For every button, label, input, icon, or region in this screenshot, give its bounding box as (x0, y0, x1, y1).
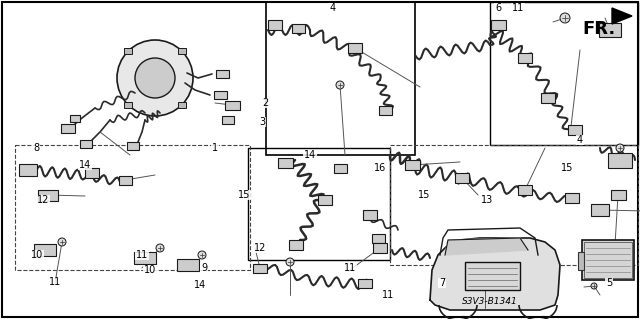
Circle shape (135, 58, 175, 98)
Bar (178, 48, 186, 54)
Circle shape (591, 283, 597, 289)
Text: 5: 5 (606, 278, 612, 288)
Text: 10: 10 (144, 265, 156, 275)
Circle shape (58, 238, 66, 246)
Bar (278, 158, 292, 168)
Bar (318, 195, 332, 205)
Bar (541, 93, 555, 103)
Text: 11: 11 (49, 277, 61, 287)
Circle shape (560, 13, 570, 23)
Bar (216, 70, 228, 78)
Bar (134, 252, 156, 264)
Circle shape (336, 81, 344, 89)
Bar (565, 193, 579, 203)
Bar (608, 152, 632, 167)
Text: 9: 9 (201, 263, 207, 273)
Circle shape (286, 258, 294, 266)
Circle shape (117, 40, 193, 116)
Text: 11: 11 (382, 290, 394, 300)
Bar (118, 175, 131, 184)
Bar (124, 48, 132, 54)
Bar (568, 125, 582, 135)
Bar (178, 102, 186, 108)
Bar (127, 142, 139, 150)
Bar (518, 185, 532, 195)
Bar (225, 100, 239, 109)
Bar (582, 240, 634, 280)
Circle shape (616, 144, 624, 152)
Text: 7: 7 (439, 278, 445, 288)
Bar (214, 91, 227, 99)
Text: 4: 4 (330, 3, 336, 13)
Bar (490, 20, 506, 30)
Polygon shape (430, 238, 560, 310)
Text: 14: 14 (304, 150, 316, 160)
Bar (248, 148, 390, 260)
Text: 14: 14 (79, 160, 91, 170)
Text: 12: 12 (37, 195, 49, 205)
Bar (177, 259, 199, 271)
Bar (333, 164, 346, 173)
Text: 15: 15 (418, 190, 430, 200)
Bar (268, 20, 282, 30)
Bar (80, 140, 92, 148)
Bar (518, 53, 532, 63)
Bar (124, 102, 132, 108)
Circle shape (198, 251, 206, 259)
Text: 14: 14 (194, 280, 206, 290)
Bar (222, 116, 234, 124)
Bar (490, 2, 638, 145)
Text: 15: 15 (561, 163, 573, 173)
Bar (584, 242, 632, 278)
Bar (455, 173, 469, 183)
Text: 11: 11 (136, 250, 148, 260)
Bar (404, 160, 419, 170)
Bar (266, 2, 415, 155)
Bar (289, 240, 303, 250)
Text: FR.: FR. (582, 20, 615, 38)
Text: S3V3-B1341: S3V3-B1341 (462, 298, 518, 307)
Bar (611, 190, 625, 200)
Text: 13: 13 (481, 195, 493, 205)
Polygon shape (445, 238, 528, 255)
Bar (19, 164, 37, 176)
Text: 11: 11 (344, 263, 356, 273)
Text: 2: 2 (262, 98, 268, 108)
Text: 6: 6 (495, 3, 501, 13)
Text: 11: 11 (512, 3, 524, 13)
Bar (70, 115, 80, 122)
Bar (599, 23, 621, 37)
Bar (578, 252, 584, 270)
Bar (591, 204, 609, 216)
Text: 4: 4 (577, 135, 583, 145)
Polygon shape (612, 8, 632, 24)
Bar (38, 189, 58, 201)
Bar (363, 210, 377, 220)
Text: 10: 10 (31, 250, 43, 260)
Bar (15, 145, 250, 270)
Text: 12: 12 (254, 243, 266, 253)
Bar (291, 24, 305, 33)
Bar (85, 168, 99, 178)
Bar (61, 123, 75, 132)
Text: 16: 16 (374, 163, 386, 173)
Bar (373, 243, 387, 253)
Bar (371, 234, 385, 242)
Bar (253, 263, 267, 272)
Bar (378, 106, 392, 115)
Text: 3: 3 (259, 117, 265, 127)
Bar (358, 278, 372, 287)
Bar (348, 43, 362, 53)
Circle shape (156, 244, 164, 252)
Text: 15: 15 (238, 190, 250, 200)
Text: 1: 1 (212, 143, 218, 153)
Bar (34, 244, 56, 256)
Bar (465, 262, 520, 290)
Bar (390, 145, 638, 265)
Text: 8: 8 (33, 143, 39, 153)
